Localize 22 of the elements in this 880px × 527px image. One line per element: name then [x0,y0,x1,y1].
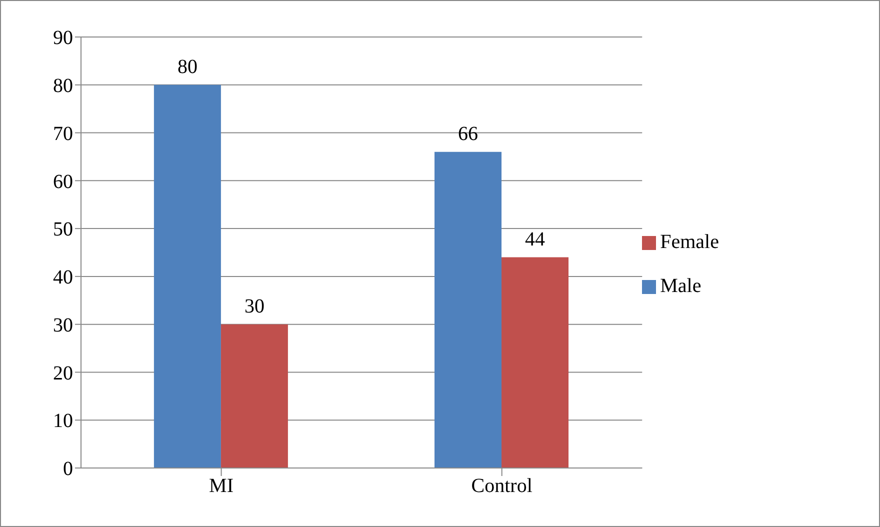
bar [434,152,502,468]
data-label: 30 [244,295,264,318]
x-tick-label: Control [471,475,533,498]
y-tick-label: 80 [53,74,73,97]
data-label: 66 [458,122,478,145]
y-tick-label: 50 [53,218,73,241]
y-tick-label: 60 [53,170,73,193]
y-tick-label: 20 [53,362,73,384]
bar [154,84,221,468]
legend-label: Female [660,230,719,252]
y-tick-label: 90 [53,27,73,50]
y-tick-label: 70 [53,122,73,145]
legend-label: Male [660,274,702,296]
x-tick-label: MI [209,475,234,498]
data-label: 80 [177,56,198,78]
bar [502,257,569,468]
bar [220,324,288,468]
data-label: 44 [525,228,546,250]
y-tick-label: 10 [53,410,73,432]
y-tick-label: 0 [63,458,73,480]
y-tick-label: 30 [53,314,73,336]
y-tick-label: 40 [53,266,73,289]
